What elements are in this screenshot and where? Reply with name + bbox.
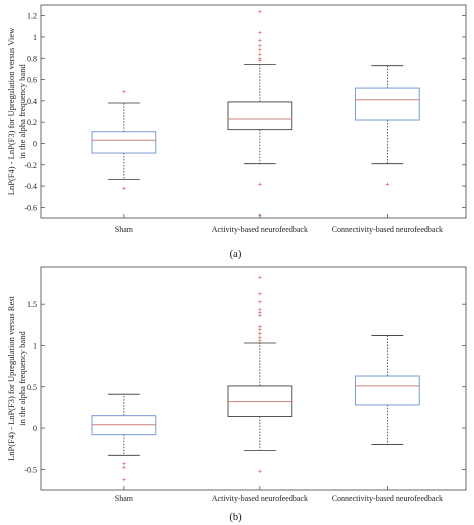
y-tick-label: -0.2 [24, 161, 37, 170]
outlier-point: + [258, 307, 262, 314]
outlier-point: + [258, 312, 262, 319]
box-1: ++ [91, 89, 157, 193]
y-axis-title-line2: in the alpha frequency band [17, 64, 27, 159]
x-tick-label: Activity-based neurofeedback [212, 494, 308, 503]
plot-frame [40, 266, 467, 491]
outlier-point: + [258, 324, 262, 331]
box-1: +++ [91, 393, 157, 484]
box-3: + [355, 65, 420, 188]
outlier-point: + [258, 310, 262, 317]
outlier-point: + [258, 274, 262, 281]
outlier-point: + [258, 47, 262, 54]
iqr-box [355, 87, 420, 121]
outlier-point: + [258, 338, 262, 345]
outlier-point: + [385, 181, 389, 188]
iqr-box [91, 131, 157, 154]
outlier-point: + [258, 299, 262, 306]
x-tick-label: Sham [115, 225, 134, 234]
outlier-point: + [258, 38, 262, 45]
y-tick-label: 0 [33, 424, 37, 433]
outlier-point: + [122, 477, 126, 484]
outlier-point: + [122, 465, 126, 472]
iqr-box [355, 375, 420, 406]
y-tick-label: 1.5 [27, 300, 37, 309]
outlier-point: + [258, 56, 262, 63]
outlier-point: + [258, 291, 262, 298]
boxplot-panel-2: -0.5 0 0.5 1 1.5 LnP(F4) - LnP(F3) for Upregu… [6, 266, 467, 523]
plot-frame [40, 4, 467, 219]
y-tick-label: -0.4 [24, 182, 37, 191]
y-tick-label: -0.6 [24, 203, 37, 212]
iqr-box [227, 101, 293, 131]
x-tick-label: Activity-based neurofeedback [212, 225, 308, 234]
y-tick-label: -0.5 [24, 465, 37, 474]
y-tick-label: 0.2 [27, 118, 37, 127]
outlier-point: + [258, 469, 262, 476]
box-2: ++++++++++ [227, 9, 293, 219]
outlier-point: + [258, 30, 262, 37]
y-tick-label: 1 [33, 341, 37, 350]
y-axis-title-line1: LnP(F4) - LnP(F3) for Upregulation versu… [6, 295, 16, 460]
y-axis-title-line1: LnP(F4) - LnP(F3) for Upregulation versu… [6, 27, 16, 195]
y-axis-title-line2: in the alpha frequency band [17, 331, 27, 426]
box-3 [355, 335, 420, 445]
x-tick-label: Sham [115, 494, 134, 503]
y-tick-label: 0 [33, 139, 37, 148]
outlier-point: + [258, 181, 262, 188]
outlier-point: + [258, 51, 262, 58]
y-tick-label: 1 [33, 33, 37, 42]
outlier-point: + [258, 331, 262, 338]
outlier-point: + [122, 461, 126, 468]
x-tick-label: Connectivity-based neurofeedback [332, 225, 443, 234]
y-tick-label: 0.5 [27, 383, 37, 392]
y-tick-label: 1.2 [27, 12, 37, 21]
boxplot-panel-1: -0.6 -0.4 -0.2 0 0.2 0.4 0.6 0.8 1 1.2 LnP(F4) - L… [6, 4, 467, 260]
box-2: ++++++++++++ [227, 274, 293, 476]
outlier-point: + [258, 335, 262, 342]
y-tick-label: 0.8 [27, 54, 37, 63]
outlier-point: + [258, 58, 262, 65]
y-tick-label: 0.4 [27, 97, 37, 106]
outlier-point: + [122, 186, 126, 193]
outlier-point: + [122, 89, 126, 96]
y-tick-label: 0.6 [27, 76, 37, 85]
outlier-point: + [258, 43, 262, 50]
panel-caption: (b) [229, 512, 242, 523]
panel-caption: (a) [230, 249, 242, 260]
outlier-point: + [258, 9, 262, 16]
x-tick-label: Connectivity-based neurofeedback [332, 494, 443, 503]
outlier-point: + [258, 326, 262, 333]
